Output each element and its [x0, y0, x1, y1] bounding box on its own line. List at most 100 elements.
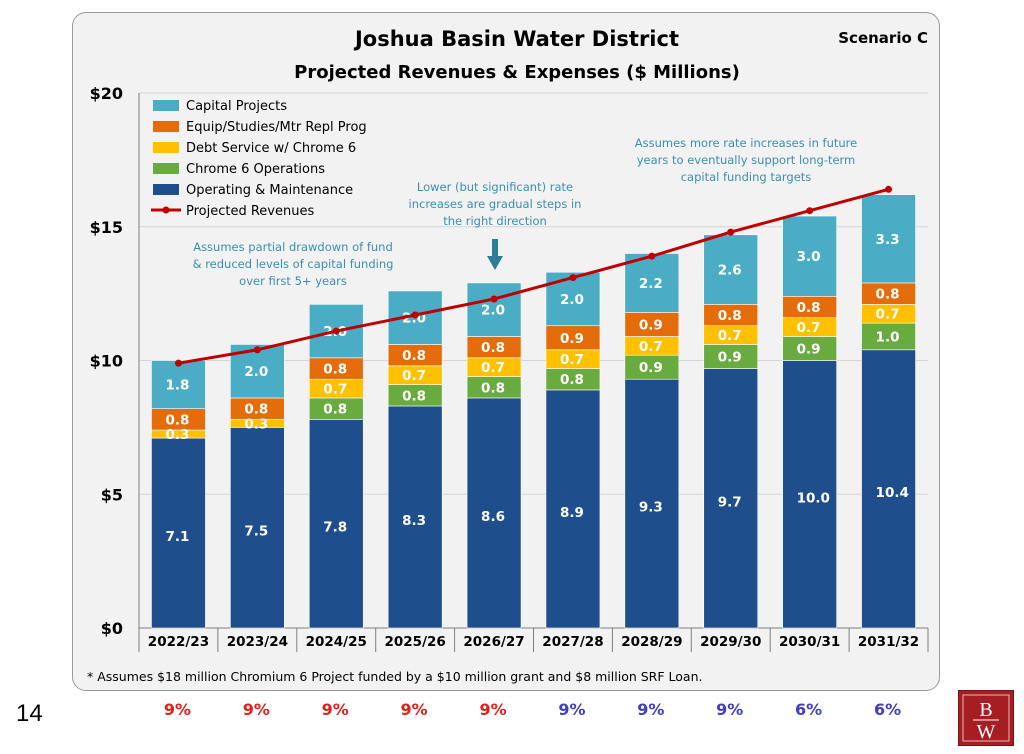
- rate-increase-label: 9%: [242, 700, 270, 719]
- annotation-arrow-shaft: [492, 239, 498, 257]
- bar-segment: [545, 389, 601, 629]
- bar-segment: [151, 360, 206, 409]
- bar-segment: [624, 354, 680, 380]
- bar-data-label: 0.9: [797, 341, 821, 357]
- revenue-point: [885, 185, 893, 193]
- annotation-text: & reduced levels of capital funding: [193, 257, 394, 271]
- bar-data-label: 0.7: [797, 320, 821, 336]
- bar-data-label: 0.8: [402, 348, 426, 364]
- logo-mark: B W: [962, 694, 1010, 743]
- y-tick-label: $5: [101, 485, 123, 504]
- bar-data-label: 2.0: [560, 292, 584, 308]
- bar-data-label: 2.0: [481, 303, 505, 319]
- bar-data-label: 0.7: [402, 368, 426, 384]
- bw-logo: B W: [958, 690, 1014, 746]
- bar-data-label: 9.7: [718, 494, 742, 510]
- bar-data-label: 0.9: [639, 360, 663, 376]
- bar-data-label: 0.8: [481, 380, 505, 396]
- bar-data-label: 0.3: [244, 416, 268, 432]
- bar-data-label: 0.7: [718, 328, 742, 344]
- legend-swatch: [153, 163, 179, 174]
- rate-increase-label: 9%: [479, 700, 507, 719]
- bar-data-label: 0.8: [797, 300, 821, 316]
- legend-swatch: [153, 142, 179, 153]
- bar-data-label: 8.6: [481, 509, 505, 525]
- revenue-point: [490, 295, 498, 303]
- legend-label: Chrome 6 Operations: [186, 162, 325, 177]
- x-tick-label: 2026/27: [463, 634, 524, 650]
- bar-segment: [151, 437, 206, 629]
- bar-segment: [624, 312, 680, 337]
- annotation-text: Assumes partial drawdown of fund: [193, 240, 393, 254]
- legend-swatch: [153, 121, 179, 132]
- scenario-label: Scenario C: [838, 29, 928, 47]
- bar-data-label: 8.3: [402, 513, 426, 529]
- revenue-point: [411, 311, 419, 319]
- legend-label: Operating & Maintenance: [186, 183, 353, 198]
- revenue-point: [727, 228, 735, 236]
- legend-line-marker: [162, 206, 170, 214]
- bar-segment: [782, 215, 837, 297]
- bar-data-label: 0.8: [560, 372, 584, 388]
- chart-title: Joshua Basin Water District: [353, 27, 679, 51]
- bar-data-label: 0.8: [323, 362, 347, 378]
- chart-frame: Joshua Basin Water District Projected Rev…: [72, 12, 940, 691]
- bar-data-label: 1.8: [165, 378, 189, 394]
- slide-number: 14: [16, 700, 43, 727]
- bar-data-label: 3.0: [797, 249, 821, 265]
- y-tick-label: $10: [90, 352, 123, 371]
- bar-segment: [703, 344, 759, 369]
- bar-data-label: 0.8: [402, 388, 426, 404]
- chart-subtitle: Projected Revenues & Expenses ($ Million…: [294, 62, 740, 83]
- rate-increase-label: 9%: [637, 700, 665, 719]
- annotation-text: Assumes more rate increases in future: [635, 136, 857, 150]
- x-tick-label: 2023/24: [227, 634, 288, 650]
- annotation-text: over first 5+ years: [239, 274, 347, 288]
- rate-increase-label: 9%: [163, 700, 192, 719]
- annotation-text: increases are gradual steps in: [409, 197, 582, 211]
- bar-data-label: 0.7: [323, 382, 347, 398]
- bar-data-label: 0.3: [165, 427, 189, 443]
- bar-data-label: 8.9: [560, 505, 584, 521]
- revenue-point: [174, 359, 182, 367]
- bar-segment: [782, 360, 837, 629]
- bar-data-label: 0.7: [481, 360, 505, 376]
- bar-segment: [230, 427, 285, 629]
- rate-increase-label: 9%: [558, 700, 586, 719]
- bar-data-label: 2.6: [718, 263, 742, 279]
- bar-data-label: 0.9: [560, 331, 584, 347]
- bar-data-label: 2.2: [639, 276, 663, 292]
- annotation-text: the right direction: [443, 214, 547, 228]
- x-tick-label: 2025/26: [385, 634, 446, 650]
- bar-segment: [624, 253, 680, 313]
- bar-data-label: 3.3: [876, 232, 900, 248]
- legend-label: Capital Projects: [186, 99, 287, 114]
- annotation-text: years to eventually support long-term: [637, 153, 856, 167]
- bar-data-label: 0.7: [639, 339, 663, 355]
- legend-label: Debt Service w/ Chrome 6: [186, 141, 356, 156]
- revenue-point: [648, 252, 656, 260]
- bar-data-label: 0.8: [244, 402, 268, 418]
- bar-segment: [387, 405, 443, 629]
- x-tick-label: 2022/23: [148, 634, 209, 650]
- revenue-point: [569, 274, 577, 282]
- bar-data-label: 0.7: [876, 307, 900, 323]
- y-tick-label: $20: [90, 84, 123, 103]
- bar-data-label: 7.5: [244, 524, 268, 540]
- x-tick-label: 2027/28: [542, 634, 603, 650]
- legend-swatch: [153, 100, 179, 111]
- rate-increase-label: 9%: [400, 700, 428, 719]
- x-tick-label: 2031/32: [858, 634, 919, 650]
- rate-increase-label: 9%: [321, 700, 349, 719]
- revenue-point: [332, 327, 340, 335]
- bar-data-label: 0.8: [323, 402, 347, 418]
- legend-swatch: [153, 184, 179, 195]
- footnote: * Assumes $18 million Chromium 6 Project…: [87, 669, 702, 684]
- bar-data-label: 0.8: [165, 412, 189, 428]
- annotation-arrow-head: [487, 256, 503, 270]
- bar-chart: Joshua Basin Water District Projected Rev…: [87, 27, 929, 684]
- bar-segment: [466, 397, 522, 629]
- logo-letter-b: B: [979, 699, 992, 721]
- bar-segment: [466, 282, 522, 337]
- bar-data-label: 2.0: [244, 364, 268, 380]
